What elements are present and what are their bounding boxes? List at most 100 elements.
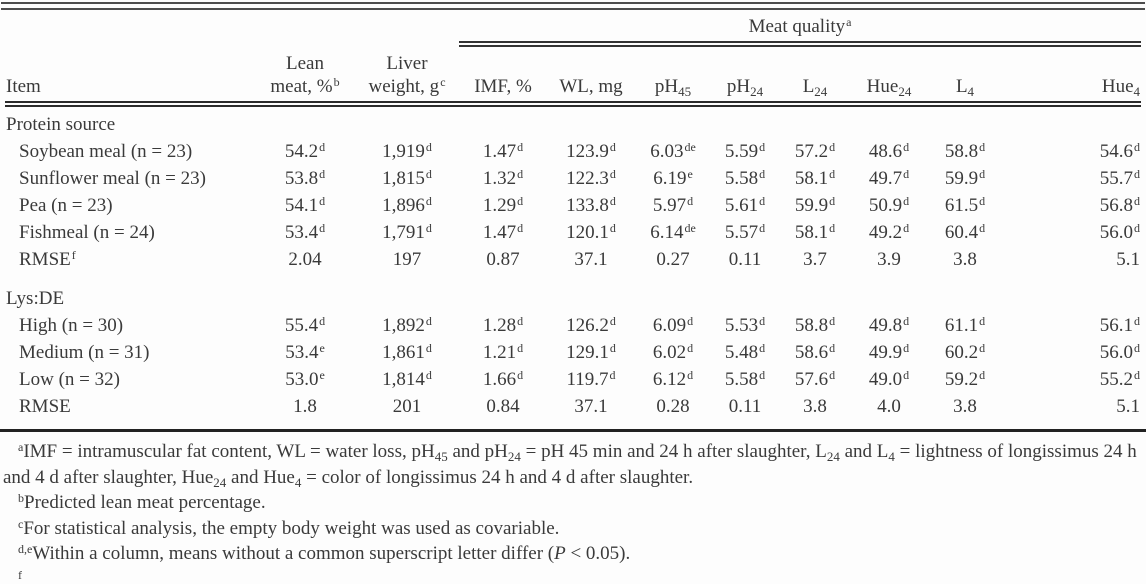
value-cell: 0.27	[656, 249, 690, 270]
value-cell: 58.6d	[794, 341, 836, 363]
value-cell: 61.1d	[944, 314, 986, 336]
value-cell: 5.59d	[724, 140, 766, 162]
col-header-ph24: pH24	[711, 44, 779, 107]
value-cell: 53.0e	[285, 368, 325, 390]
row-label: RMSEf	[19, 248, 76, 270]
row-label: Soybean meal (n = 23)	[19, 141, 193, 162]
section-label: Lys:DE	[6, 288, 65, 309]
value-cell: 5.1	[1116, 396, 1141, 417]
footnote: cFor statistical analysis, the empty bod…	[18, 516, 560, 539]
value-cell: 58.8d	[794, 314, 836, 336]
value-cell: 37.1	[574, 249, 608, 270]
value-cell: 1.8	[293, 396, 317, 417]
value-cell: 5.1	[1116, 249, 1141, 270]
value-cell: 1.32d	[482, 167, 524, 189]
value-cell: 55.7d	[1099, 167, 1141, 189]
value-cell: 129.1d	[566, 341, 616, 363]
value-cell: 6.03de	[650, 140, 696, 162]
table-row: RMSEf 2.04 197 0.87 37.1 0.27 0.11 3.7 3.9 3.8 5.1	[5, 246, 1141, 273]
meat-quality-table: Meat qualitya Item Lean meat, %b Liver weig…	[5, 10, 1142, 420]
value-cell: 120.1d	[566, 221, 616, 243]
value-cell: 3.8	[953, 249, 977, 270]
col-header-lean-meat: Lean meat, %b	[255, 44, 355, 107]
value-cell: 55.2d	[1099, 368, 1141, 390]
meat-quality-spanner: Meat qualitya	[459, 10, 1142, 47]
spanner-row: Meat qualitya	[5, 10, 1142, 47]
table-row: Fishmeal (n = 24) 53.4d 1,791d 1.47d 120.1d 6…	[5, 219, 1141, 246]
footnotes: aIMF = intramuscular fat content, WL = w…	[3, 439, 1143, 584]
value-cell: 60.2d	[944, 341, 986, 363]
value-cell: 56.0d	[1099, 341, 1141, 363]
value-cell: 1,791d	[382, 221, 432, 243]
value-cell: 61.5d	[944, 194, 986, 216]
row-label: Pea (n = 23)	[19, 195, 113, 216]
row-label: RMSE	[19, 396, 71, 417]
value-cell: 1.66d	[482, 368, 524, 390]
table-bottom-rule	[0, 429, 1146, 432]
value-cell: 5.61d	[724, 194, 766, 216]
table-body: Protein source Soybean meal (n = 23) 54.2d…	[5, 104, 1141, 420]
value-cell: 37.1	[574, 396, 608, 417]
value-cell: 201	[392, 396, 422, 417]
footnote: bPredicted lean meat percentage.	[18, 491, 266, 513]
value-cell: 1.21d	[482, 341, 524, 363]
value-cell: 1,814d	[382, 368, 432, 390]
value-cell: 5.53d	[724, 314, 766, 336]
row-label: High (n = 30)	[19, 315, 124, 336]
value-cell: 56.8d	[1099, 194, 1141, 216]
value-cell: 59.9d	[794, 194, 836, 216]
value-cell: 0.84	[486, 396, 520, 417]
value-cell: 119.7d	[566, 368, 616, 390]
value-cell: 1,892d	[382, 314, 432, 336]
column-header-row: Item Lean meat, %b Liver weight, gc IMF, % WL…	[5, 44, 1142, 107]
footnote: aIMF = intramuscular fat content, WL = w…	[3, 440, 1137, 490]
value-cell: 1.47d	[482, 140, 524, 162]
value-cell: 0.28	[656, 396, 690, 417]
value-cell: 53.4d	[284, 221, 326, 243]
value-cell: 6.02d	[652, 341, 694, 363]
spanner-sup: a	[846, 15, 852, 29]
value-cell: 6.14de	[650, 221, 696, 243]
value-cell: 126.2d	[566, 314, 616, 336]
col-header-wl: WL, mg	[547, 44, 635, 107]
value-cell: 0.11	[728, 396, 762, 417]
value-cell: 49.9d	[868, 341, 910, 363]
value-cell: 54.6d	[1099, 140, 1141, 162]
value-cell: 49.0d	[868, 368, 910, 390]
footnote: f	[18, 567, 22, 582]
col-header-imf: IMF, %	[459, 44, 547, 107]
value-cell: 0.11	[728, 249, 762, 270]
value-cell: 122.3d	[566, 167, 616, 189]
value-cell: 55.4d	[284, 314, 326, 336]
row-label: Fishmeal (n = 24)	[19, 222, 155, 243]
col-header-hue24: Hue24	[851, 44, 927, 107]
col-header-hue4: Hue4	[1003, 44, 1142, 107]
table-row: Low (n = 32) 53.0e 1,814d 1.66d 119.7d 6.12d 5…	[5, 366, 1141, 393]
value-cell: 53.8d	[284, 167, 326, 189]
value-cell: 56.1d	[1099, 314, 1141, 336]
value-cell: 57.6d	[794, 368, 836, 390]
value-cell: 58.8d	[944, 140, 986, 162]
value-cell: 0.87	[486, 249, 520, 270]
value-cell: 1,896d	[382, 194, 432, 216]
value-cell: 123.9d	[566, 140, 616, 162]
value-cell: 59.9d	[944, 167, 986, 189]
footnote: d,eWithin a column, means without a comm…	[18, 542, 631, 564]
value-cell: 5.58d	[724, 167, 766, 189]
value-cell: 54.2d	[284, 140, 326, 162]
value-cell: 1,815d	[382, 167, 432, 189]
value-cell: 197	[392, 249, 422, 270]
value-cell: 60.4d	[944, 221, 986, 243]
value-cell: 48.6d	[868, 140, 910, 162]
value-cell: 57.2d	[794, 140, 836, 162]
table-row: Pea (n = 23) 54.1d 1,896d 1.29d 133.8d 5.97d 5…	[5, 192, 1141, 219]
section-row: Lys:DE	[5, 273, 1141, 312]
table-row: Sunflower meal (n = 23) 53.8d 1,815d 1.32d 1…	[5, 165, 1141, 192]
col-header-l4: L4	[927, 44, 1003, 107]
value-cell: 2.04	[288, 249, 322, 270]
value-cell: 58.1d	[794, 167, 836, 189]
col-header-l24: L24	[779, 44, 851, 107]
value-cell: 1.29d	[482, 194, 524, 216]
row-label: Medium (n = 31)	[19, 342, 150, 363]
